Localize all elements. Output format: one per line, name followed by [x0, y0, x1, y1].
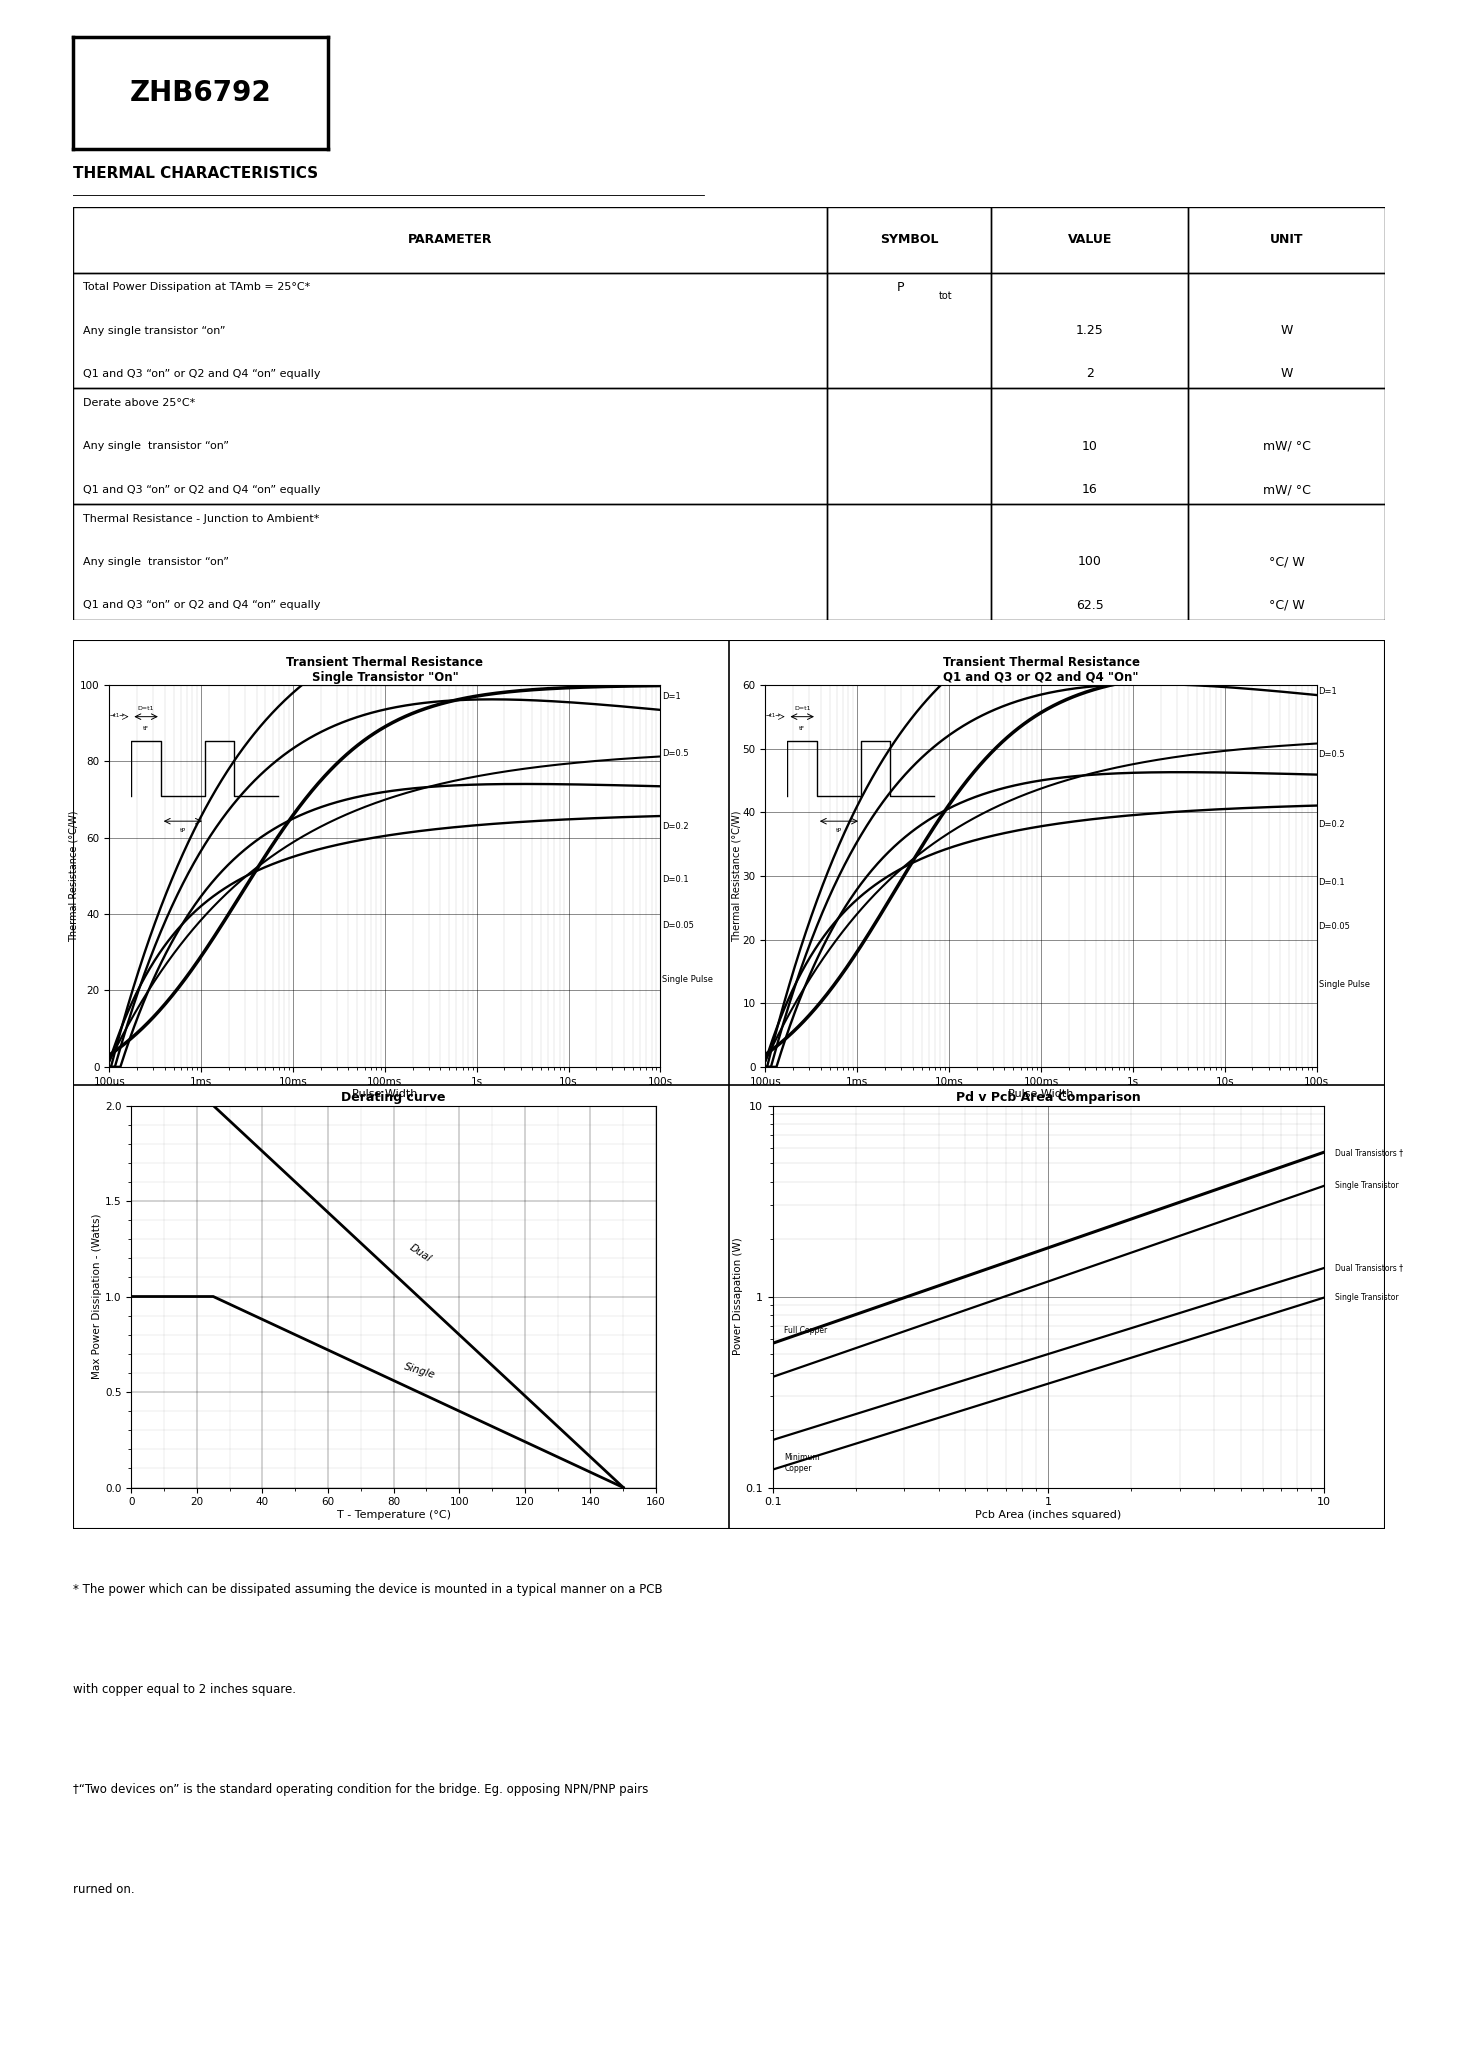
Bar — [991, 388, 1188, 504]
Text: D=0.05: D=0.05 — [662, 921, 694, 930]
Text: Dual Transistors †: Dual Transistors † — [1336, 1264, 1403, 1273]
Text: mW/ °C: mW/ °C — [1263, 483, 1311, 496]
Text: mW/ °C: mW/ °C — [1263, 440, 1311, 452]
Text: * The power which can be dissipated assuming the device is mounted in a typical : * The power which can be dissipated assu… — [73, 1583, 662, 1595]
Text: Single Pulse: Single Pulse — [662, 975, 713, 983]
Bar — [73, 504, 827, 620]
Bar — [1188, 207, 1385, 273]
Text: 100: 100 — [1077, 556, 1102, 568]
Text: P: P — [897, 281, 904, 293]
Bar — [73, 273, 827, 388]
Text: Single Transistor: Single Transistor — [1336, 1182, 1398, 1190]
Text: D=1: D=1 — [662, 692, 681, 700]
Text: Single Pulse: Single Pulse — [1318, 979, 1369, 990]
Bar — [991, 207, 1188, 273]
Text: THERMAL CHARACTERISTICS: THERMAL CHARACTERISTICS — [73, 165, 318, 182]
Bar — [73, 388, 827, 504]
Text: UNIT: UNIT — [1270, 233, 1303, 246]
Text: with copper equal to 2 inches square.: with copper equal to 2 inches square. — [73, 1682, 296, 1696]
X-axis label: T - Temperature (°C): T - Temperature (°C) — [337, 1510, 451, 1521]
Text: D=0.1: D=0.1 — [662, 876, 690, 884]
Text: Any single  transistor “on”: Any single transistor “on” — [83, 558, 229, 566]
Text: VALUE: VALUE — [1067, 233, 1112, 246]
Text: 1.25: 1.25 — [1076, 324, 1104, 337]
Bar — [991, 273, 1188, 388]
Text: Any single  transistor “on”: Any single transistor “on” — [83, 442, 229, 450]
Bar — [827, 273, 991, 388]
Text: Dual: Dual — [407, 1242, 433, 1264]
Y-axis label: Thermal Resistance (°C/W): Thermal Resistance (°C/W) — [732, 810, 741, 942]
X-axis label: Pulse Width: Pulse Width — [353, 1089, 417, 1099]
Text: tot: tot — [939, 291, 952, 302]
Text: Dual Transistors †: Dual Transistors † — [1336, 1149, 1403, 1157]
Bar — [827, 388, 991, 504]
Text: Derate above 25°C*: Derate above 25°C* — [83, 399, 195, 407]
Text: °C/ W: °C/ W — [1268, 599, 1305, 612]
Text: D=0.5: D=0.5 — [662, 750, 690, 758]
Title: Transient Thermal Resistance
Single Transistor "On": Transient Thermal Resistance Single Tran… — [286, 655, 484, 684]
Bar — [1188, 504, 1385, 620]
Text: SYMBOL: SYMBOL — [881, 233, 939, 246]
Text: 10: 10 — [1082, 440, 1098, 452]
Y-axis label: Power Dissapation (W): Power Dissapation (W) — [732, 1238, 742, 1355]
Text: Q1 and Q3 “on” or Q2 and Q4 “on” equally: Q1 and Q3 “on” or Q2 and Q4 “on” equally — [83, 486, 321, 494]
Text: W: W — [1280, 368, 1293, 380]
Text: D=1: D=1 — [1318, 686, 1337, 696]
Text: ZHB6792: ZHB6792 — [130, 79, 271, 107]
Text: Single: Single — [404, 1361, 436, 1380]
Text: °C/ W: °C/ W — [1268, 556, 1305, 568]
Bar — [827, 504, 991, 620]
Text: Any single transistor “on”: Any single transistor “on” — [83, 326, 226, 335]
Text: Total Power Dissipation at TAmb = 25°C*: Total Power Dissipation at TAmb = 25°C* — [83, 283, 311, 291]
Text: Minimum
Copper: Minimum Copper — [784, 1454, 819, 1473]
Text: Single Transistor: Single Transistor — [1336, 1293, 1398, 1302]
Text: D=0.1: D=0.1 — [1318, 878, 1346, 886]
Title: Transient Thermal Resistance
Q1 and Q3 or Q2 and Q4 "On": Transient Thermal Resistance Q1 and Q3 o… — [942, 655, 1140, 684]
Text: D=0.2: D=0.2 — [1318, 820, 1346, 828]
Text: D=0.2: D=0.2 — [662, 822, 690, 831]
X-axis label: Pulse Width: Pulse Width — [1009, 1089, 1073, 1099]
Text: D=0.5: D=0.5 — [1318, 750, 1346, 760]
Text: W: W — [1280, 324, 1293, 337]
Bar — [1188, 388, 1385, 504]
Bar — [827, 207, 991, 273]
Y-axis label: Thermal Resistance (°C/W): Thermal Resistance (°C/W) — [69, 810, 79, 942]
Text: rurned on.: rurned on. — [73, 1882, 134, 1895]
Text: Thermal Resistance - Junction to Ambient*: Thermal Resistance - Junction to Ambient… — [83, 514, 319, 523]
Text: Q1 and Q3 “on” or Q2 and Q4 “on” equally: Q1 and Q3 “on” or Q2 and Q4 “on” equally — [83, 370, 321, 378]
Y-axis label: Max Power Dissipation - (Watts): Max Power Dissipation - (Watts) — [92, 1213, 102, 1380]
Title: Pd v Pcb Area Comparison: Pd v Pcb Area Comparison — [956, 1091, 1140, 1105]
Bar — [991, 504, 1188, 620]
Text: Q1 and Q3 “on” or Q2 and Q4 “on” equally: Q1 and Q3 “on” or Q2 and Q4 “on” equally — [83, 601, 321, 609]
Bar — [73, 207, 827, 273]
Text: D=0.05: D=0.05 — [1318, 921, 1350, 932]
Bar — [1188, 273, 1385, 388]
Text: Full Copper: Full Copper — [784, 1326, 827, 1335]
Text: 16: 16 — [1082, 483, 1098, 496]
Text: 62.5: 62.5 — [1076, 599, 1104, 612]
Text: PARAMETER: PARAMETER — [408, 233, 493, 246]
Text: 2: 2 — [1086, 368, 1094, 380]
Text: †“Two devices on” is the standard operating condition for the bridge. Eg. opposi: †“Two devices on” is the standard operat… — [73, 1783, 649, 1795]
X-axis label: Pcb Area (inches squared): Pcb Area (inches squared) — [975, 1510, 1121, 1521]
Title: Derating curve: Derating curve — [341, 1091, 446, 1105]
